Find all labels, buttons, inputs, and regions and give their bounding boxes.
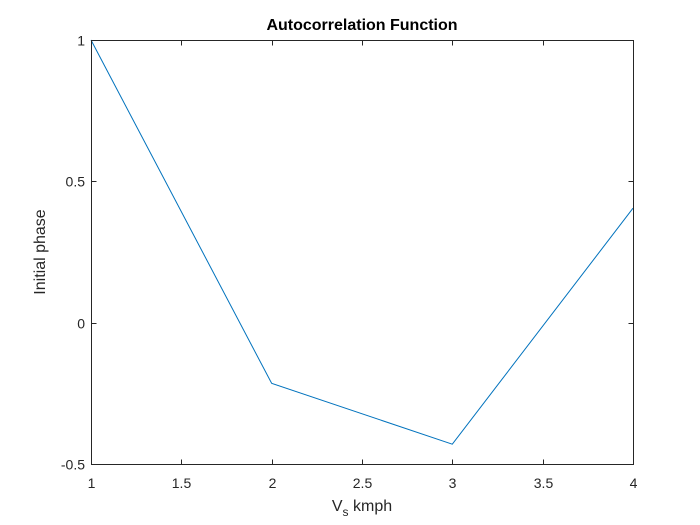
y-tick-label: 0 <box>77 316 85 332</box>
chart-title: Autocorrelation Function <box>266 17 457 34</box>
plot-frame <box>91 40 634 465</box>
x-tick-label: 1.5 <box>172 475 192 491</box>
x-axis-label-suffix: kmph <box>349 498 393 515</box>
y-tick-label: 0.5 <box>66 174 86 190</box>
y-tick-label: 1 <box>77 33 85 49</box>
x-tick-label: 2.5 <box>353 475 373 491</box>
x-tick-label: 3 <box>449 475 457 491</box>
y-tick-label: -0.5 <box>61 457 85 473</box>
x-tick-label: 3.5 <box>534 475 554 491</box>
tick-labels: 1 1.5 2 2.5 3 3.5 4 -0.5 0 0.5 1 <box>61 33 638 492</box>
series-layer <box>90 39 634 445</box>
x-axis-label: Vs kmph <box>332 498 392 519</box>
plot-area <box>91 40 634 465</box>
x-tick-label: 2 <box>269 475 277 491</box>
series-line <box>90 39 634 445</box>
y-axis-label: Initial phase <box>32 209 49 294</box>
x-tick-label: 4 <box>630 475 638 491</box>
x-axis-label-main: V <box>332 498 343 515</box>
x-axis-label-subscript: s <box>343 505 349 519</box>
x-tick-label: 1 <box>88 475 96 491</box>
